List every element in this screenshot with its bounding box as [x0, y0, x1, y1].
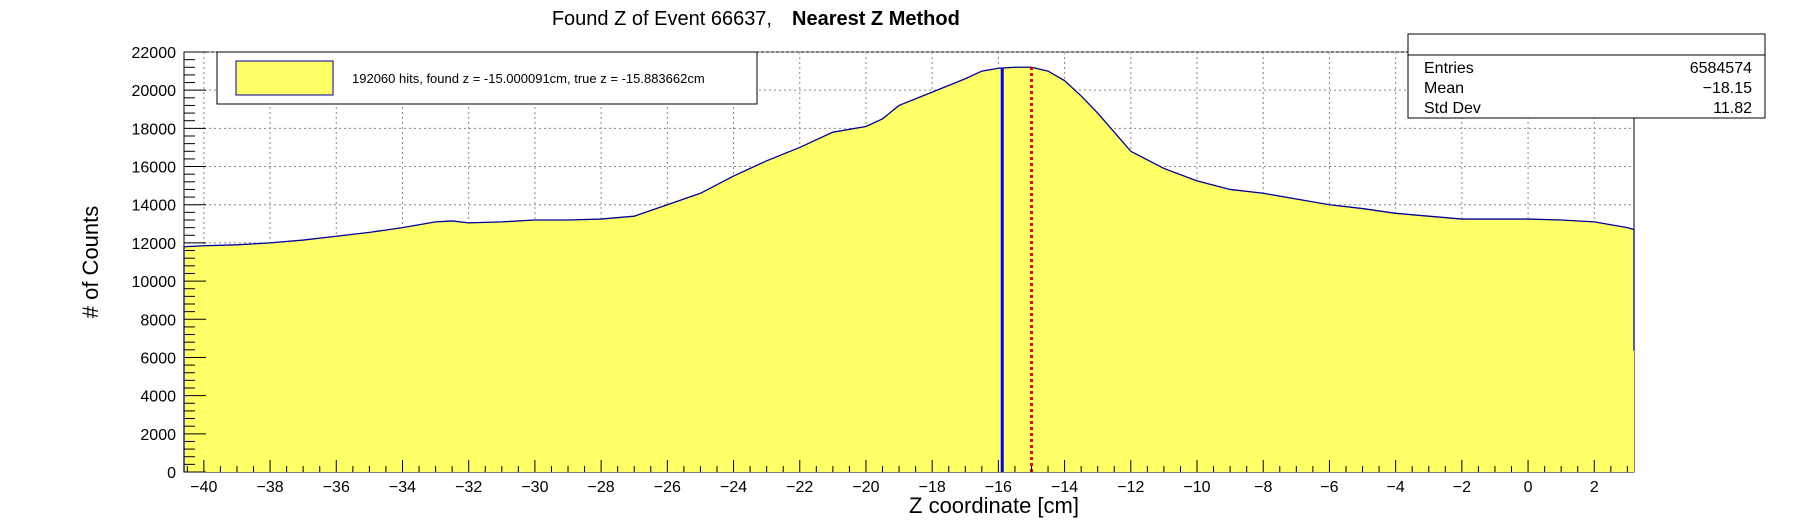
y-tick-label: 18000	[132, 121, 177, 138]
stats-mean-value: −18.15	[1703, 80, 1752, 97]
legend-swatch	[235, 60, 334, 96]
y-tick-label: 2000	[140, 427, 176, 444]
histogram-area	[183, 66, 1635, 472]
x-tick-label: −6	[1320, 479, 1338, 496]
x-tick-label: −4	[1387, 479, 1405, 496]
x-tick-label: −8	[1254, 479, 1272, 496]
stats-mean-label: Mean	[1424, 80, 1464, 97]
y-tick-label: 12000	[132, 236, 177, 253]
y-tick-label: 10000	[132, 274, 177, 291]
x-tick-label: −40	[190, 479, 217, 496]
x-axis-label: Z coordinate [cm]	[909, 493, 1079, 518]
chart-title: Found Z of Event 66637,	[552, 8, 772, 30]
chart-title-method: Nearest Z Method	[792, 8, 960, 30]
x-tick-label: 0	[1524, 479, 1533, 496]
x-tick-label: −2	[1453, 479, 1471, 496]
x-tick-label: −24	[720, 479, 747, 496]
x-tick-label: −10	[1183, 479, 1210, 496]
y-tick-label: 4000	[140, 389, 176, 406]
x-tick-label: −16	[985, 479, 1012, 496]
x-tick-label: −12	[1117, 479, 1144, 496]
stats-box: Entries 6584574 Mean −18.15 Std Dev 11.8…	[1407, 33, 1766, 119]
y-tick-label: 8000	[140, 312, 176, 329]
y-tick-label: 6000	[140, 350, 176, 367]
y-axis-label: # of Counts	[78, 206, 103, 319]
x-tick-label: −14	[1051, 479, 1078, 496]
x-tick-label: −32	[455, 479, 482, 496]
y-tick-label: 0	[167, 465, 176, 482]
axes: −40 −38 −36 −34 −32 −30 −28 −26 −24 −22 −20 −18 −16−…	[132, 45, 1628, 496]
histogram-fill	[184, 67, 1634, 472]
stats-stddev-label: Std Dev	[1424, 100, 1481, 117]
x-tick-label: −22	[786, 479, 813, 496]
x-tick-label: −28	[588, 479, 615, 496]
x-tick-label: 2	[1590, 479, 1599, 496]
z-markers	[1000, 67, 1033, 472]
x-tick-label: −26	[654, 479, 681, 496]
histogram-outline	[183, 66, 1635, 472]
stats-stddev-value: 11.82	[1713, 100, 1752, 117]
legend: 192060 hits, found z = -15.000091cm, tru…	[216, 51, 758, 105]
stats-entries-value: 6584574	[1690, 60, 1752, 77]
x-tick-label: −20	[852, 479, 879, 496]
stats-box-frame	[1407, 33, 1766, 119]
x-tick-label: −18	[919, 479, 946, 496]
x-tick-label: −38	[257, 479, 284, 496]
x-tick-label: −36	[323, 479, 350, 496]
y-tick-label: 16000	[132, 160, 177, 177]
x-tick-label: −34	[389, 479, 416, 496]
legend-text: 192060 hits, found z = -15.000091cm, tru…	[352, 71, 705, 86]
stats-entries-label: Entries	[1424, 60, 1474, 77]
y-tick-label: 20000	[132, 83, 177, 100]
x-tick-label: −30	[521, 479, 548, 496]
y-tick-label: 22000	[132, 45, 177, 62]
y-tick-label: 14000	[132, 198, 177, 215]
